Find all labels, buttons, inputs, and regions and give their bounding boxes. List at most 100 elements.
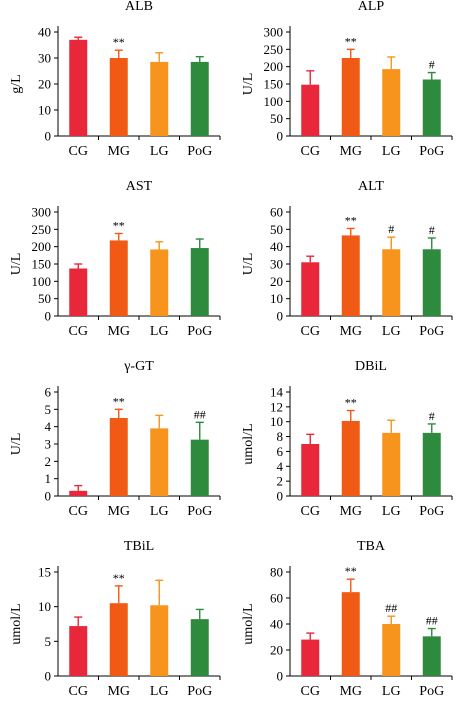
bar-lg	[382, 69, 401, 136]
y-tick-label: 10	[270, 414, 283, 429]
y-tick-label: 15	[38, 565, 51, 580]
x-tick-label: CG	[301, 684, 320, 699]
bar-lg	[150, 428, 169, 496]
y-tick-label: 20	[270, 274, 283, 289]
y-tick-label: 40	[38, 25, 51, 40]
y-tick-label: 0	[277, 489, 284, 504]
bar-mg	[341, 420, 360, 496]
x-tick-label: PoG	[187, 684, 212, 699]
x-tick-label: PoG	[419, 324, 444, 339]
y-tick-label: 100	[32, 274, 52, 289]
x-tick-label: MG	[339, 324, 362, 339]
significance-marker: **	[113, 35, 125, 49]
significance-marker: #	[429, 409, 435, 423]
chart-title: AST	[126, 180, 153, 194]
chart-title: TBiL	[124, 540, 154, 554]
y-axis-label: g/L	[9, 74, 24, 93]
y-tick-label: 10	[38, 103, 51, 118]
bar-pog	[422, 432, 441, 496]
significance-marker: **	[345, 213, 357, 227]
x-tick-label: LG	[150, 144, 169, 159]
y-tick-label: 4	[45, 419, 52, 434]
y-tick-label: 200	[264, 59, 284, 74]
y-tick-label: 250	[32, 222, 52, 237]
x-tick-label: MG	[107, 684, 130, 699]
y-tick-label: 6	[277, 444, 284, 459]
bar-lg	[382, 249, 401, 316]
x-tick-label: LG	[150, 504, 169, 519]
y-tick-label: 0	[45, 309, 52, 324]
significance-marker: #	[429, 223, 435, 237]
y-tick-label: 0	[45, 489, 52, 504]
y-tick-label: 3	[45, 437, 52, 452]
bar-cg	[301, 84, 320, 136]
x-tick-label: MG	[339, 684, 362, 699]
y-tick-label: 0	[277, 669, 284, 684]
chart-panel-gamma-gt: γ-GT U/L 0 1 2 3 4 5 6 CG MG ** LG PoG ##	[0, 359, 232, 540]
significance-marker: **	[345, 34, 357, 48]
chart-panel-alp: ALP U/L 0 50 100 150 200 250 300 CG MG ** LG PoG #	[232, 0, 464, 180]
y-tick-label: 0	[277, 129, 284, 144]
x-tick-label: PoG	[419, 684, 444, 699]
y-tick-label: 5	[45, 402, 52, 417]
bar-mg	[341, 235, 360, 316]
y-tick-label: 100	[264, 94, 284, 109]
y-tick-label: 0	[45, 669, 52, 684]
y-tick-label: 2	[45, 454, 52, 469]
chart-title: TBA	[357, 540, 386, 554]
y-axis-label: umol/L	[9, 603, 24, 644]
chart-panel-ast: AST U/L 0 50 100 150 200 250 300 CG MG ** LG PoG	[0, 179, 232, 360]
y-tick-label: 6	[45, 385, 52, 400]
y-axis-label: umol/L	[241, 423, 256, 464]
y-tick-label: 2	[277, 474, 284, 489]
y-tick-label: 14	[270, 385, 284, 400]
x-tick-label: CG	[69, 684, 88, 699]
y-tick-label: 0	[45, 129, 52, 144]
chart-svg-tbil: TBiL umol/L 0 5 10 15 CG MG ** LG PoG	[9, 539, 221, 699]
significance-marker: #	[429, 58, 435, 72]
x-tick-label: CG	[69, 324, 88, 339]
significance-marker: **	[113, 571, 125, 585]
y-tick-label: 5	[45, 634, 52, 649]
x-tick-label: PoG	[419, 144, 444, 159]
x-tick-label: LG	[150, 684, 169, 699]
y-axis-label: U/L	[241, 73, 256, 96]
bar-cg	[301, 444, 320, 496]
chart-svg-gamma-gt: γ-GT U/L 0 1 2 3 4 5 6 CG MG ** LG PoG ##	[9, 359, 221, 519]
x-tick-label: CG	[69, 504, 88, 519]
chart-title: γ-GT	[123, 360, 154, 374]
x-tick-label: PoG	[187, 144, 212, 159]
bar-lg	[382, 432, 401, 496]
y-tick-label: 60	[270, 591, 283, 606]
x-tick-label: LG	[382, 504, 401, 519]
y-tick-label: 200	[32, 239, 52, 254]
y-tick-label: 30	[38, 51, 51, 66]
y-tick-label: 50	[270, 111, 283, 126]
bar-mg	[341, 58, 360, 136]
x-tick-label: CG	[301, 504, 320, 519]
y-axis-label: U/L	[9, 253, 24, 276]
bar-cg	[69, 268, 88, 316]
x-tick-label: MG	[107, 144, 130, 159]
chart-title: ALT	[358, 180, 384, 194]
significance-marker: ##	[194, 407, 206, 421]
x-tick-label: PoG	[187, 504, 212, 519]
significance-marker: ##	[385, 601, 397, 615]
bar-mg	[109, 603, 128, 676]
x-tick-label: CG	[69, 144, 88, 159]
bar-pog	[422, 636, 441, 676]
bar-lg	[150, 249, 169, 316]
y-tick-label: 4	[277, 459, 284, 474]
bar-pog	[190, 61, 209, 136]
y-tick-label: 10	[270, 291, 283, 306]
chart-svg-tba: TBA umol/L 0 20 40 60 80 CG MG ** LG ## PoG ##	[241, 539, 453, 699]
y-tick-label: 300	[264, 25, 284, 40]
significance-marker: **	[345, 396, 357, 410]
significance-marker: **	[113, 394, 125, 408]
bar-mg	[341, 592, 360, 676]
bar-cg	[69, 490, 88, 496]
y-tick-label: 80	[270, 565, 283, 580]
y-tick-label: 10	[38, 599, 51, 614]
chart-title: DBiL	[355, 360, 387, 374]
